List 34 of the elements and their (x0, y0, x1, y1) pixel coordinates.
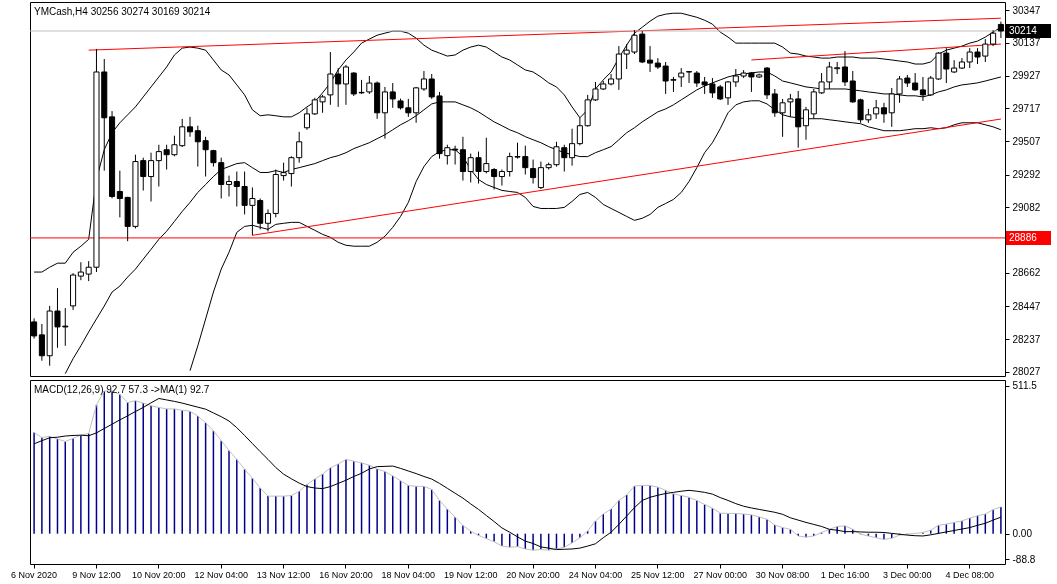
x-tick-label: 30 Nov 08:00 (755, 569, 810, 580)
ref-line-label: 30214 (1009, 24, 1038, 36)
y-tick-label: 29507 (1012, 135, 1041, 147)
y-tick-label: 29292 (1012, 169, 1041, 181)
y-tick-label: 0.00 (1012, 528, 1033, 540)
y-tick-label: 28447 (1012, 300, 1041, 312)
x-tick-label: 16 Nov 20:00 (319, 569, 373, 580)
x-tick-label: 19 Nov 12:00 (443, 569, 498, 580)
y-tick-label: -88.8 (1012, 553, 1036, 565)
chart-title: YMCash,H4 30256 30274 30169 30214 (34, 6, 211, 17)
y-tick-label: 28662 (1012, 267, 1041, 279)
x-tick-label: 1 Dec 16:00 (820, 569, 870, 580)
x-tick-label: 9 Nov 12:00 (72, 569, 121, 580)
x-tick-label: 6 Nov 2020 (11, 569, 58, 580)
y-tick-label: 28027 (1012, 366, 1041, 378)
x-tick-label: 27 Nov 00:00 (693, 569, 747, 580)
y-tick-label: 28237 (1012, 333, 1041, 345)
chart-title: MACD(12,26,9) 92.7 57.3 ->MA(1) 92.7 (34, 384, 210, 395)
x-tick-label: 24 Nov 04:00 (568, 569, 623, 580)
y-tick-label: 29717 (1012, 102, 1041, 114)
x-tick-label: 25 Nov 12:00 (631, 569, 685, 580)
x-tick-label: 3 Dec 00:00 (883, 569, 932, 580)
x-tick-label: 4 Dec 08:00 (945, 569, 994, 580)
y-tick-label: 30347 (1012, 4, 1041, 16)
y-tick-label: 30137 (1012, 37, 1041, 49)
x-tick-label: 10 Nov 20:00 (132, 569, 186, 580)
x-tick-label: 18 Nov 04:00 (381, 569, 436, 580)
ref-line-label: 28886 (1009, 231, 1038, 243)
y-tick-label: 29082 (1012, 201, 1041, 213)
y-tick-label: 29927 (1012, 70, 1041, 82)
x-tick-label: 20 Nov 20:00 (506, 569, 560, 580)
x-tick-label: 12 Nov 04:00 (194, 569, 248, 580)
x-tick-label: 13 Nov 12:00 (256, 569, 311, 580)
y-tick-label: 511.5 (1012, 380, 1038, 392)
